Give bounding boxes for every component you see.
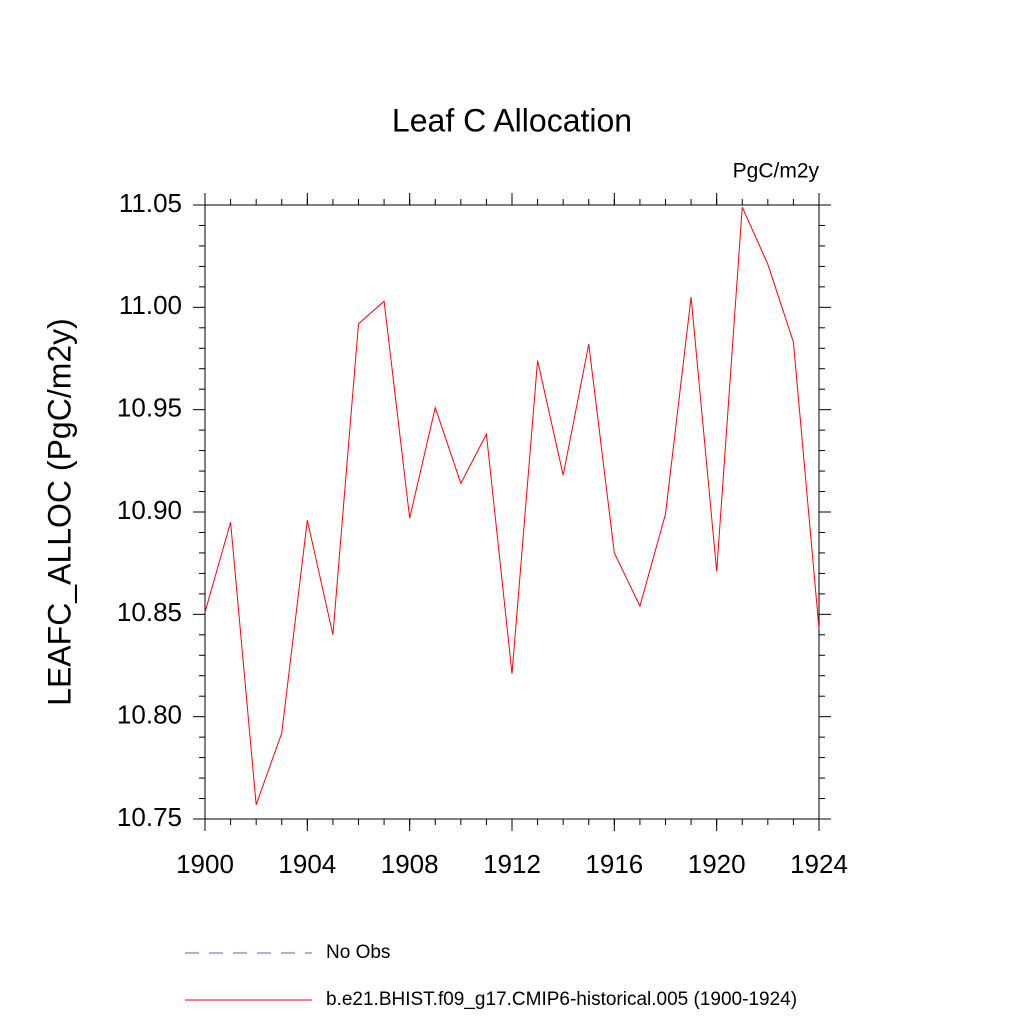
units-label: PgC/m2y xyxy=(733,160,820,183)
x-tick-label: 1924 xyxy=(790,849,848,879)
x-tick-label: 1900 xyxy=(176,849,234,879)
y-tick-label: 10.75 xyxy=(117,802,182,832)
y-axis-label: LEAFC_ALLOC (PgC/m2y) xyxy=(41,318,77,706)
y-tick-label: 11.00 xyxy=(119,290,182,320)
y-tick-label: 10.80 xyxy=(117,700,182,730)
x-tick-label: 1908 xyxy=(381,849,439,879)
data-line xyxy=(204,206,820,805)
y-tick-label: 10.85 xyxy=(117,597,182,627)
chart-title: Leaf C Allocation xyxy=(392,102,632,138)
x-tick-label: 1904 xyxy=(278,849,336,879)
y-tick-label: 10.95 xyxy=(117,393,182,423)
x-tick-label: 1912 xyxy=(483,849,541,879)
x-tick-label: 1916 xyxy=(585,849,643,879)
legend-label: No Obs xyxy=(326,942,390,963)
y-tick-label: 11.05 xyxy=(119,188,182,218)
y-tick-label: 10.90 xyxy=(117,495,182,525)
plot-frame xyxy=(204,204,820,820)
x-tick-label: 1920 xyxy=(688,849,746,879)
legend-label: b.e21.BHIST.f09_g17.CMIP6-historical.005… xyxy=(326,989,797,1010)
